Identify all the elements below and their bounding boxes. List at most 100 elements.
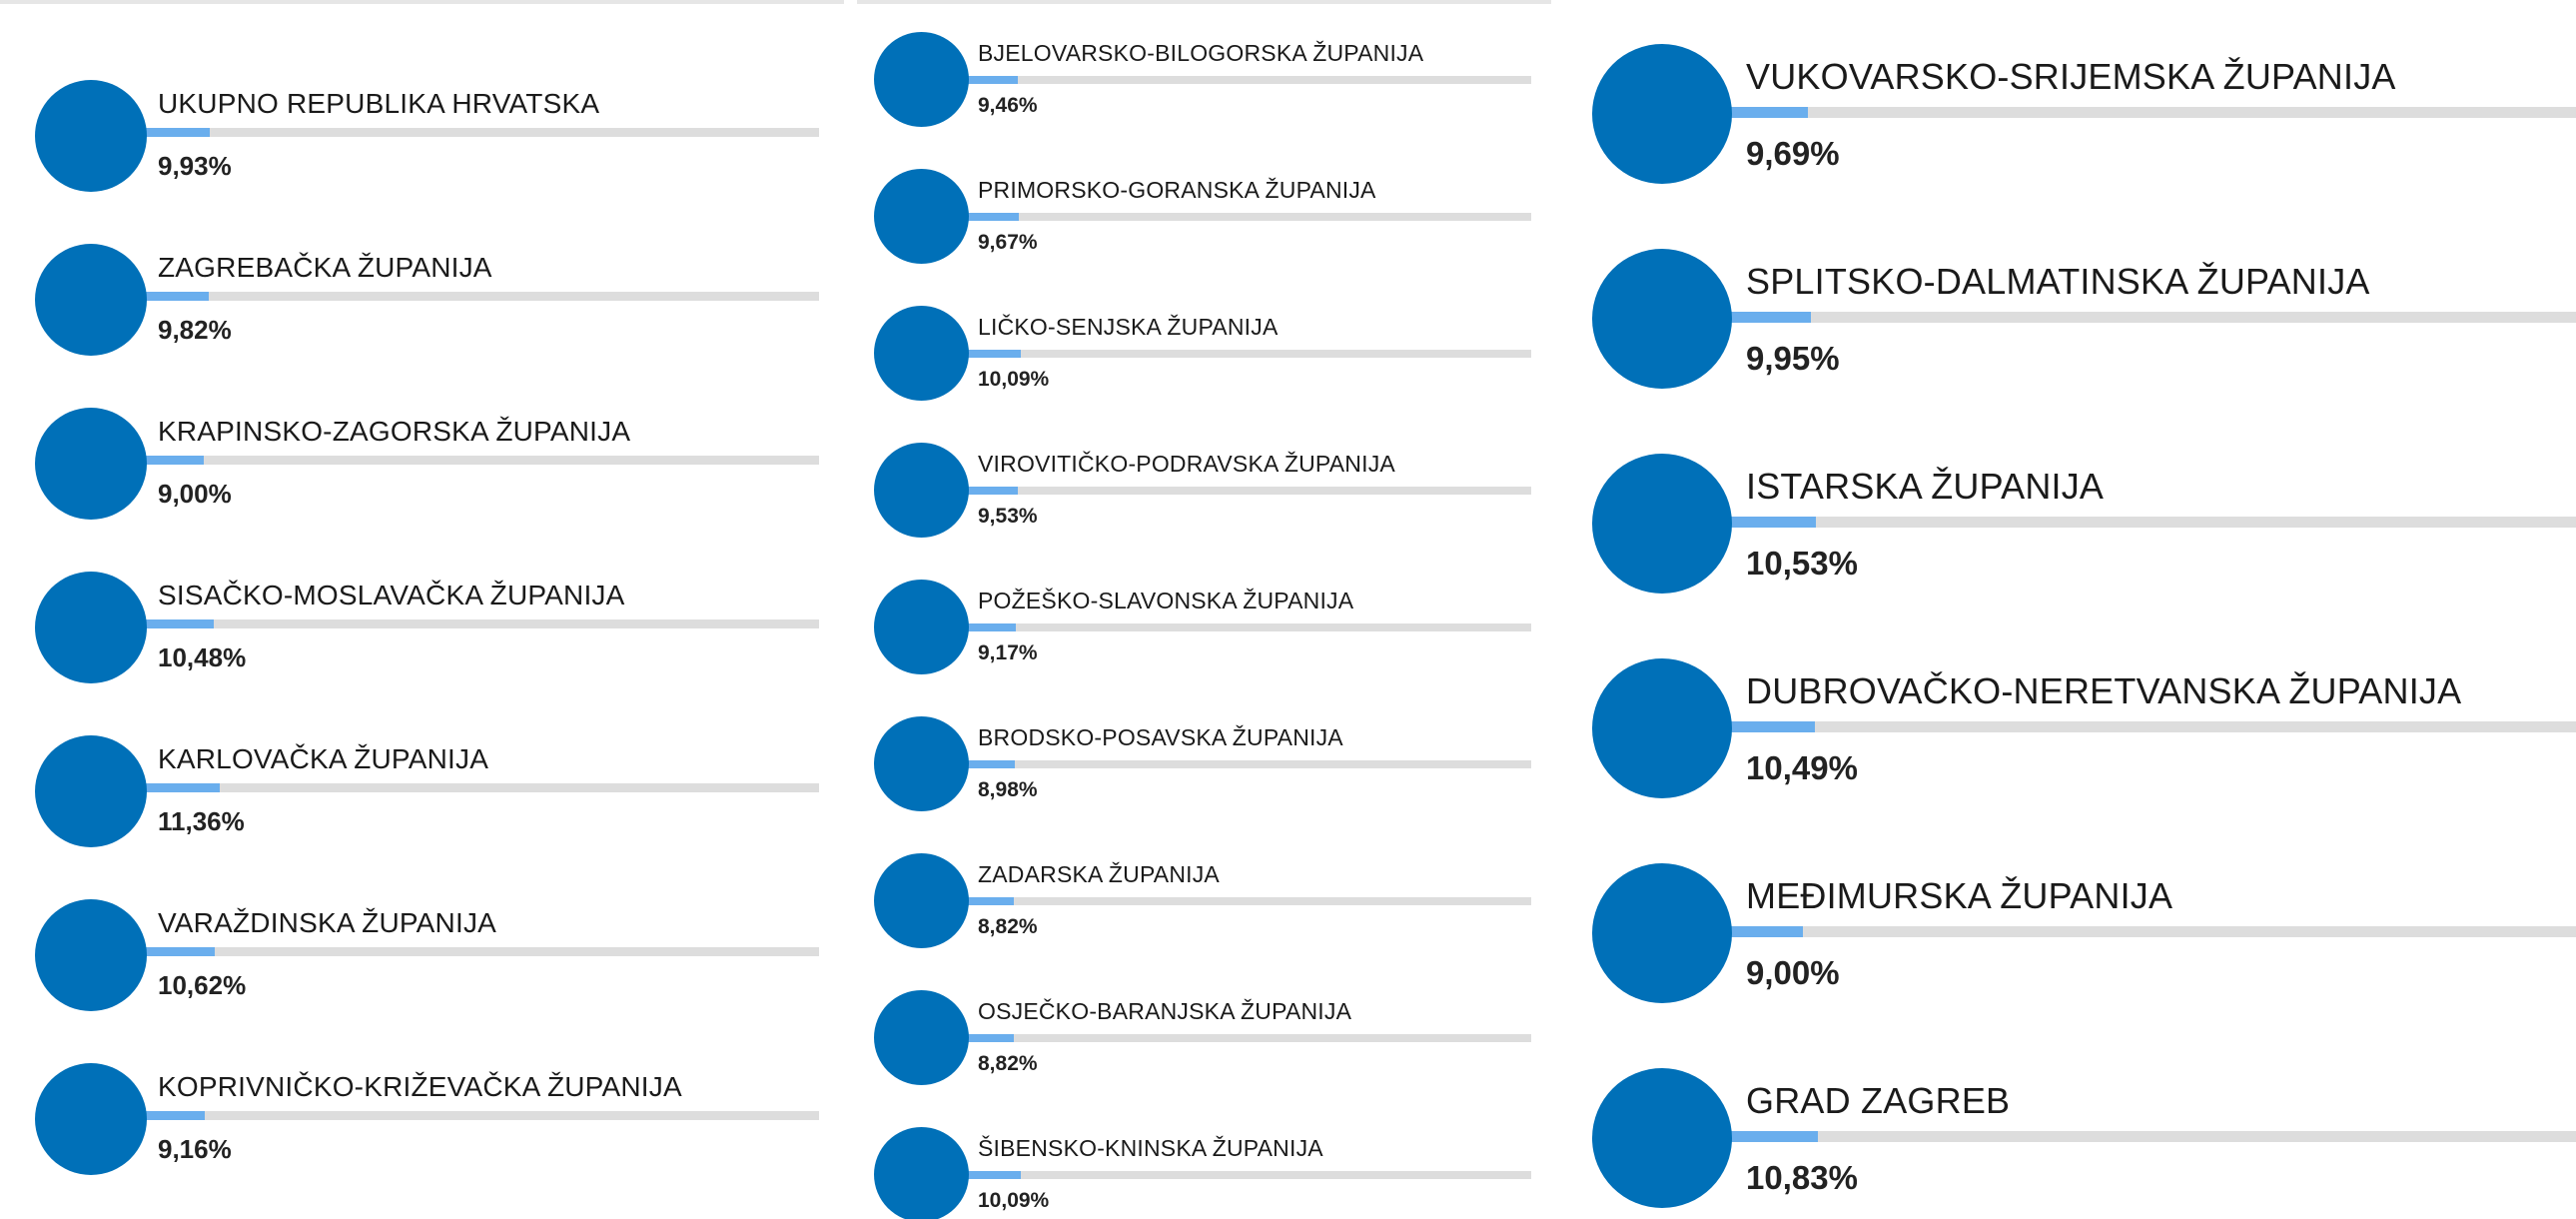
region-name: GRAD ZAGREB	[1746, 1080, 2011, 1121]
region-marker-icon	[874, 990, 969, 1085]
turnout-bar-fill	[143, 292, 210, 301]
turnout-percentage: 9,67%	[978, 231, 1038, 254]
region-name: VARAŽDINSKA ŽUPANIJA	[158, 907, 497, 938]
region-name: VIROVITIČKO-PODRAVSKA ŽUPANIJA	[978, 451, 1395, 477]
turnout-bar-track	[143, 783, 819, 792]
region-name: ZAGREBAČKA ŽUPANIJA	[158, 252, 492, 283]
region-name: OSJEČKO-BARANJSKA ŽUPANIJA	[978, 998, 1352, 1024]
region-marker-icon	[874, 580, 969, 674]
result-row-medimurska-zupanija[interactable]: MEĐIMURSKA ŽUPANIJA 9,00%	[1558, 821, 2576, 1026]
turnout-bar-track	[964, 487, 1531, 495]
results-panel-right: VUKOVARSKO-SRIJEMSKA ŽUPANIJA 9,69% SPLITS…	[1558, 0, 2576, 1219]
turnout-percentage: 9,93%	[158, 151, 232, 181]
region-marker-icon	[35, 899, 147, 1011]
turnout-bar-track	[964, 213, 1531, 221]
region-name: UKUPNO REPUBLIKA HRVATSKA	[158, 88, 600, 119]
region-marker-icon	[874, 306, 969, 401]
result-row-ukupno-republika-hrvatska[interactable]: UKUPNO REPUBLIKA HRVATSKA 9,93%	[0, 64, 844, 228]
turnout-bar-track	[143, 456, 819, 465]
turnout-percentage: 9,00%	[158, 479, 232, 509]
turnout-percentage: 10,53%	[1746, 545, 1858, 582]
region-marker-icon	[874, 1127, 969, 1219]
turnout-percentage: 8,98%	[978, 778, 1038, 801]
turnout-bar-track	[1726, 517, 2576, 528]
result-row-brodsko-posavska-zupanija[interactable]: BRODSKO-POSAVSKA ŽUPANIJA 8,98%	[857, 694, 1551, 831]
turnout-bar-fill	[143, 128, 211, 137]
result-row-grad-zagreb[interactable]: GRAD ZAGREB 10,83%	[1558, 1026, 2576, 1219]
turnout-bar-fill	[143, 947, 215, 956]
result-row-zadarska-zupanija[interactable]: ZADARSKA ŽUPANIJA 8,82%	[857, 831, 1551, 968]
result-row-krapinsko-zagorska-zupanija[interactable]: KRAPINSKO-ZAGORSKA ŽUPANIJA 9,00%	[0, 392, 844, 556]
result-row-sisacko-moslavacka-zupanija[interactable]: SISAČKO-MOSLAVAČKA ŽUPANIJA 10,48%	[0, 556, 844, 719]
region-marker-icon	[874, 443, 969, 538]
result-row-karlovacka-zupanija[interactable]: KARLOVAČKA ŽUPANIJA 11,36%	[0, 719, 844, 883]
result-row-istarska-zupanija[interactable]: ISTARSKA ŽUPANIJA 10,53%	[1558, 412, 2576, 616]
turnout-percentage: 10,49%	[1746, 749, 1858, 786]
turnout-bar-fill	[964, 213, 1019, 221]
region-marker-icon	[874, 853, 969, 948]
result-row-viroviticko-podravska-zupanija[interactable]: VIROVITIČKO-PODRAVSKA ŽUPANIJA 9,53%	[857, 421, 1551, 558]
turnout-percentage: 9,82%	[158, 315, 232, 345]
turnout-bar-track	[964, 76, 1531, 84]
region-name: VUKOVARSKO-SRIJEMSKA ŽUPANIJA	[1746, 56, 2396, 97]
turnout-percentage: 8,82%	[978, 915, 1038, 938]
turnout-percentage: 9,17%	[978, 641, 1038, 664]
result-row-osjecko-baranjska-zupanija[interactable]: OSJEČKO-BARANJSKA ŽUPANIJA 8,82%	[857, 968, 1551, 1105]
result-row-vukovarsko-srijemska-zupanija[interactable]: VUKOVARSKO-SRIJEMSKA ŽUPANIJA 9,69%	[1558, 2, 2576, 207]
region-marker-icon	[1592, 658, 1732, 798]
region-name: SISAČKO-MOSLAVAČKA ŽUPANIJA	[158, 580, 625, 610]
turnout-bar-fill	[964, 487, 1019, 495]
region-marker-icon	[1592, 44, 1732, 184]
region-name: ZADARSKA ŽUPANIJA	[978, 861, 1220, 887]
region-marker-icon	[1592, 454, 1732, 594]
region-name: KOPRIVNIČKO-KRIŽEVAČKA ŽUPANIJA	[158, 1071, 682, 1102]
result-row-zagrebacka-zupanija[interactable]: ZAGREBAČKA ŽUPANIJA 9,82%	[0, 228, 844, 392]
turnout-bar-fill	[1726, 1131, 1819, 1142]
result-row-koprivnicko-krizevacka-zupanija[interactable]: KOPRIVNIČKO-KRIŽEVAČKA ŽUPANIJA 9,16%	[0, 1047, 844, 1211]
turnout-bar-fill	[1726, 312, 1811, 323]
result-row-bjelovarsko-bilogorska-zupanija[interactable]: BJELOVARSKO-BILOGORSKA ŽUPANIJA 9,46%	[857, 10, 1551, 147]
result-row-splitsko-dalmatinska-zupanija[interactable]: SPLITSKO-DALMATINSKA ŽUPANIJA 9,95%	[1558, 207, 2576, 412]
turnout-bar-track	[143, 947, 819, 956]
region-marker-icon	[35, 735, 147, 847]
turnout-percentage: 10,09%	[978, 1189, 1050, 1212]
region-marker-icon	[1592, 1068, 1732, 1208]
turnout-bar-fill	[964, 760, 1015, 768]
turnout-bar-fill	[1726, 107, 1809, 118]
results-panel-left: UKUPNO REPUBLIKA HRVATSKA 9,93% ZAGREBAČKA…	[0, 0, 844, 1219]
turnout-bar-fill	[964, 623, 1017, 631]
turnout-percentage: 9,69%	[1746, 135, 1840, 172]
turnout-bar-track	[964, 1171, 1531, 1179]
region-marker-icon	[35, 1063, 147, 1175]
region-name: BRODSKO-POSAVSKA ŽUPANIJA	[978, 724, 1343, 750]
turnout-bar-fill	[1726, 517, 1816, 528]
result-row-pozesko-slavonska-zupanija[interactable]: POŽEŠKO-SLAVONSKA ŽUPANIJA 9,17%	[857, 558, 1551, 694]
turnout-bar-fill	[143, 1111, 205, 1120]
turnout-percentage: 10,09%	[978, 368, 1050, 391]
turnout-bar-track	[964, 1034, 1531, 1042]
turnout-bar-fill	[1726, 721, 1816, 732]
turnout-bar-fill	[143, 456, 204, 465]
region-name: PRIMORSKO-GORANSKA ŽUPANIJA	[978, 177, 1376, 203]
region-name: SPLITSKO-DALMATINSKA ŽUPANIJA	[1746, 261, 2370, 302]
turnout-bar-track	[143, 619, 819, 628]
turnout-percentage: 9,95%	[1746, 340, 1840, 377]
turnout-bar-track	[964, 623, 1531, 631]
region-name: POŽEŠKO-SLAVONSKA ŽUPANIJA	[978, 588, 1354, 613]
result-row-primorsko-goranska-zupanija[interactable]: PRIMORSKO-GORANSKA ŽUPANIJA 9,67%	[857, 147, 1551, 284]
region-name: DUBROVAČKO-NERETVANSKA ŽUPANIJA	[1746, 670, 2462, 711]
turnout-bar-fill	[964, 76, 1018, 84]
result-row-sibensko-kninska-zupanija[interactable]: ŠIBENSKO-KNINSKA ŽUPANIJA 10,09%	[857, 1105, 1551, 1219]
result-row-varazdinska-zupanija[interactable]: VARAŽDINSKA ŽUPANIJA 10,62%	[0, 883, 844, 1047]
turnout-bar-fill	[1726, 926, 1803, 937]
turnout-percentage: 8,82%	[978, 1052, 1038, 1075]
region-name: MEĐIMURSKA ŽUPANIJA	[1746, 875, 2173, 916]
turnout-percentage: 9,46%	[978, 94, 1038, 117]
turnout-bar-fill	[964, 897, 1015, 905]
turnout-bar-track	[1726, 107, 2576, 118]
result-row-licko-senjska-zupanija[interactable]: LIČKO-SENJSKA ŽUPANIJA 10,09%	[857, 284, 1551, 421]
region-marker-icon	[1592, 863, 1732, 1003]
result-row-dubrovacko-neretvanska-zupanija[interactable]: DUBROVAČKO-NERETVANSKA ŽUPANIJA 10,49%	[1558, 616, 2576, 821]
region-marker-icon	[874, 716, 969, 811]
turnout-bar-track	[1726, 926, 2576, 937]
